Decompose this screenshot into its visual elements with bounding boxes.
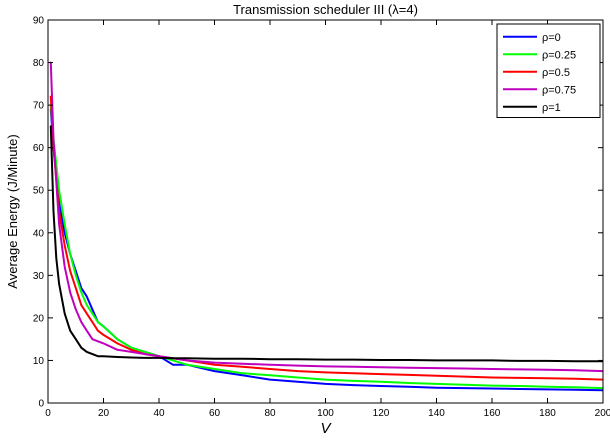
- series-line-2: [49, 95, 603, 381]
- series-line-3: [49, 61, 603, 373]
- x-tick-label: 200: [595, 408, 610, 419]
- y-tick-label: 50: [33, 186, 45, 197]
- legend: ρ=0 ρ=0.25 ρ=0.5 ρ=0.75 ρ=1: [496, 23, 601, 118]
- y-tick-label: 20: [33, 313, 45, 324]
- x-tick-label: 20: [98, 408, 110, 419]
- x-tick-label: 160: [484, 408, 501, 419]
- series-group: [49, 61, 603, 392]
- y-tick-label: 10: [33, 356, 45, 367]
- series-line-0: [49, 108, 603, 392]
- y-tick-label: 90: [33, 16, 45, 27]
- legend-label-0: ρ=0: [542, 32, 561, 44]
- x-tick-label: 180: [539, 408, 556, 419]
- x-tick-label: 120: [373, 408, 390, 419]
- x-tick-label: 0: [45, 408, 51, 419]
- y-tick-label: 80: [33, 58, 45, 69]
- legend-label-3: ρ=0.75: [542, 84, 576, 96]
- series-line-1: [49, 104, 603, 390]
- x-tick-label: 40: [153, 408, 165, 419]
- y-tick-label: 60: [33, 143, 45, 154]
- y-tick-label: 0: [38, 399, 44, 410]
- y-axis-label: Average Energy (J/Minute): [5, 134, 20, 288]
- y-tick-label: 40: [33, 228, 45, 239]
- x-tick-label: 100: [317, 408, 334, 419]
- x-tick-label: 80: [264, 408, 276, 419]
- y-tick-label: 30: [33, 271, 45, 282]
- legend-label-4: ρ=1: [542, 102, 561, 114]
- x-tick-label: 140: [428, 408, 445, 419]
- x-tick-label: 60: [209, 408, 221, 419]
- plot-area: 0 20 40 60 80 100 120 140 160 180 200 0 10 20 30 40 50 60…: [33, 16, 610, 420]
- chart-title: Transmission scheduler III (λ=4): [233, 2, 418, 17]
- legend-label-2: ρ=0.5: [542, 67, 570, 79]
- legend-label-1: ρ=0.25: [542, 49, 576, 61]
- x-axis-label: V: [320, 420, 332, 437]
- y-tick-label: 70: [33, 101, 45, 112]
- series-line-4: [49, 125, 603, 363]
